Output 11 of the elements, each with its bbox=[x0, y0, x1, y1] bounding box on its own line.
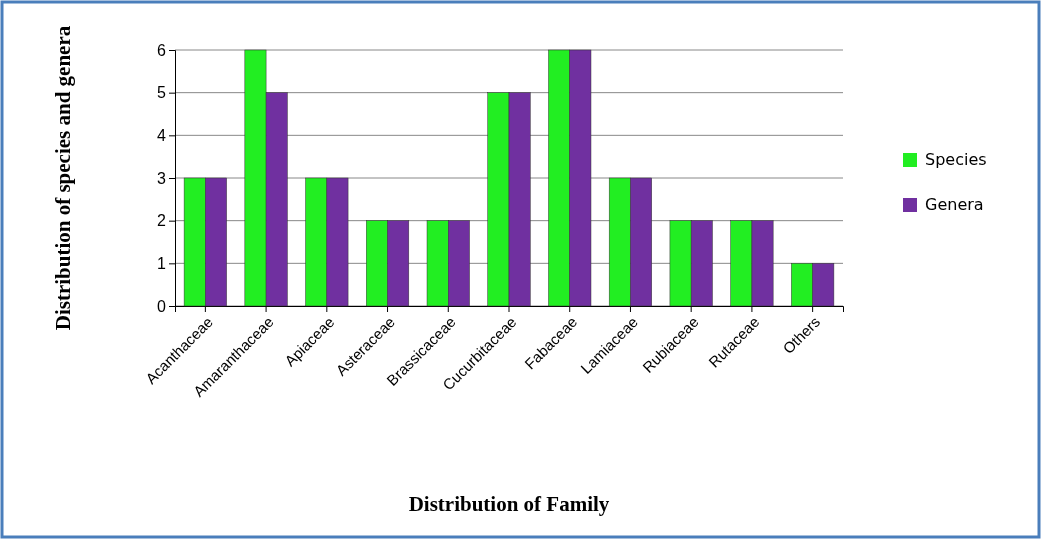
x-axis-title: Distribution of Family bbox=[408, 492, 610, 516]
y-tick-label: 4 bbox=[157, 126, 167, 144]
y-tick-label: 5 bbox=[157, 84, 167, 102]
legend-label: Species bbox=[925, 150, 987, 169]
y-axis-title: Distribution of species and genera bbox=[51, 25, 75, 331]
y-tick-label: 2 bbox=[157, 212, 167, 230]
legend-label: Genera bbox=[925, 195, 984, 214]
y-tick-label: 0 bbox=[157, 297, 167, 315]
y-tick-label: 1 bbox=[157, 254, 167, 272]
y-tick-label: 3 bbox=[157, 169, 167, 187]
y-tick-label: 6 bbox=[157, 41, 167, 59]
